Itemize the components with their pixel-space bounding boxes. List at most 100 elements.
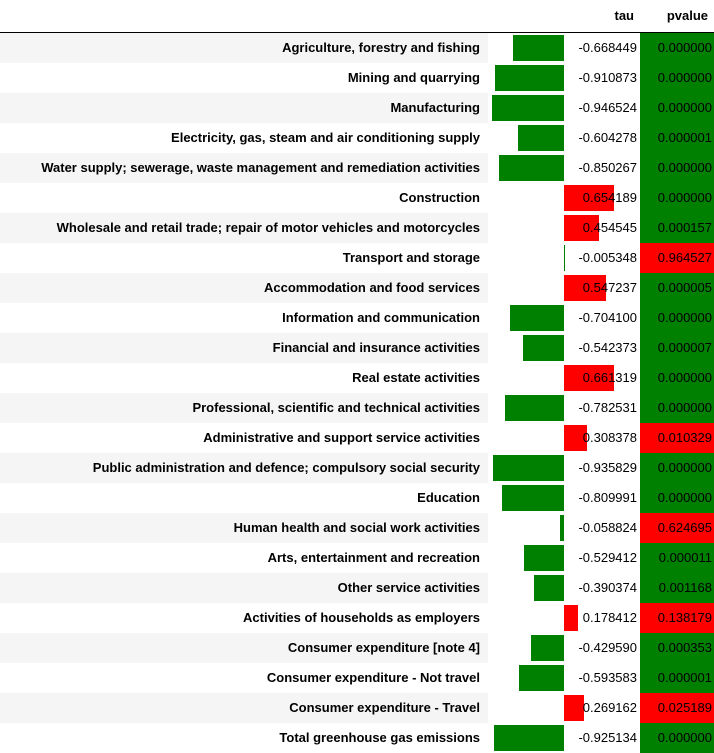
row-label: Consumer expenditure [note 4] xyxy=(0,632,488,663)
tau-bar xyxy=(523,544,564,571)
tau-bar xyxy=(513,34,564,61)
row-label: Wholesale and retail trade; repair of mo… xyxy=(0,212,488,243)
tau-value: 0.661319 xyxy=(582,369,637,385)
row-label: Professional, scientific and technical a… xyxy=(0,392,488,423)
tau-cell: 0.178412 xyxy=(488,603,640,633)
table-row: Public administration and defence; compu… xyxy=(0,452,714,483)
tau-cell: -0.850267 xyxy=(488,153,640,183)
tau-cell: -0.604278 xyxy=(488,123,640,153)
tau-cell: -0.058824 xyxy=(488,513,640,543)
tau-value: -0.604278 xyxy=(578,129,637,145)
table-row: Human health and social work activities -… xyxy=(0,512,714,543)
tau-value: -0.704100 xyxy=(578,309,637,325)
table-row: Financial and insurance activities -0.542… xyxy=(0,332,714,363)
tau-cell: -0.390374 xyxy=(488,573,640,603)
tau-value: -0.668449 xyxy=(578,39,637,55)
tau-bar xyxy=(564,274,606,301)
tau-bar xyxy=(564,604,578,631)
table-row: Agriculture, forestry and fishing -0.6684… xyxy=(0,32,714,63)
table-row: Professional, scientific and technical a… xyxy=(0,392,714,423)
tau-value: -0.946524 xyxy=(578,99,637,115)
tau-bar xyxy=(534,574,564,601)
index-header-blank xyxy=(0,0,488,33)
pvalue-cell: 0.138179 xyxy=(640,602,714,633)
row-label: Arts, entertainment and recreation xyxy=(0,542,488,573)
table-row: Mining and quarrying -0.910873 0.000000 xyxy=(0,62,714,93)
pvalue-cell: 0.624695 xyxy=(640,512,714,543)
tau-cell: -0.809991 xyxy=(488,483,640,513)
row-label: Consumer expenditure - Travel xyxy=(0,692,488,723)
row-label: Administrative and support service activ… xyxy=(0,422,488,453)
row-label: Agriculture, forestry and fishing xyxy=(0,32,488,63)
pvalue-cell: 0.964527 xyxy=(640,242,714,273)
tau-value: -0.782531 xyxy=(578,399,637,415)
tau-bar xyxy=(502,484,564,511)
pvalue-cell: 0.000011 xyxy=(640,542,714,573)
table-row: Arts, entertainment and recreation -0.529… xyxy=(0,542,714,573)
tau-value: 0.178412 xyxy=(582,609,637,625)
tau-value: 0.547237 xyxy=(582,279,637,295)
pvalue-column-header: pvalue xyxy=(640,0,714,33)
table-row: Wholesale and retail trade; repair of mo… xyxy=(0,212,714,243)
tau-cell: -0.910873 xyxy=(488,63,640,93)
row-label: Total greenhouse gas emissions xyxy=(0,722,488,753)
table-header: tau pvalue xyxy=(0,0,714,33)
tau-value: -0.910873 xyxy=(578,69,637,85)
table-row: Consumer expenditure [note 4] -0.429590 0.… xyxy=(0,632,714,663)
row-label: Mining and quarrying xyxy=(0,62,488,93)
tau-cell: -0.935829 xyxy=(488,453,640,483)
tau-value: -0.005348 xyxy=(578,249,637,265)
tau-value: -0.935829 xyxy=(578,459,637,475)
pvalue-cell: 0.000005 xyxy=(640,272,714,303)
tau-cell: 0.269162 xyxy=(488,693,640,723)
table-row: Information and communication -0.704100 0.… xyxy=(0,302,714,333)
pvalue-cell: 0.000000 xyxy=(640,32,714,63)
table-row: Consumer expenditure - Not travel -0.5935… xyxy=(0,662,714,693)
row-label: Accommodation and food services xyxy=(0,272,488,303)
tau-cell: -0.429590 xyxy=(488,633,640,663)
tau-value: -0.058824 xyxy=(578,519,637,535)
pvalue-cell: 0.000000 xyxy=(640,302,714,333)
tau-value: 0.308378 xyxy=(582,429,637,445)
tau-bar xyxy=(559,514,564,541)
table-body: Agriculture, forestry and fishing -0.6684… xyxy=(0,32,714,753)
table-row: Electricity, gas, steam and air conditio… xyxy=(0,122,714,153)
tau-value: -0.850267 xyxy=(578,159,637,175)
table-row: Total greenhouse gas emissions -0.925134 0… xyxy=(0,722,714,753)
table-row: Activities of households as employers 0.1… xyxy=(0,602,714,633)
tau-bar xyxy=(518,124,564,151)
row-label: Human health and social work activities xyxy=(0,512,488,543)
row-label: Public administration and defence; compu… xyxy=(0,452,488,483)
pvalue-cell: 0.000001 xyxy=(640,662,714,693)
pvalue-cell: 0.000000 xyxy=(640,452,714,483)
tau-cell: -0.005348 xyxy=(488,243,640,273)
pvalue-cell: 0.000000 xyxy=(640,392,714,423)
tau-bar xyxy=(518,664,564,691)
row-label: Transport and storage xyxy=(0,242,488,273)
pvalue-cell: 0.000000 xyxy=(640,722,714,753)
tau-cell: 0.454545 xyxy=(488,213,640,243)
tau-bar xyxy=(493,724,564,751)
tau-column-header: tau xyxy=(488,0,640,33)
pvalue-cell: 0.000157 xyxy=(640,212,714,243)
row-label: Education xyxy=(0,482,488,513)
table-row: Water supply; sewerage, waste management… xyxy=(0,152,714,183)
tau-bar xyxy=(564,694,585,721)
tau-value: 0.269162 xyxy=(582,699,637,715)
row-label: Construction xyxy=(0,182,488,213)
table-row: Administrative and support service activ… xyxy=(0,422,714,453)
row-label: Consumer expenditure - Not travel xyxy=(0,662,488,693)
tau-cell: 0.308378 xyxy=(488,423,640,453)
tau-cell: -0.593583 xyxy=(488,663,640,693)
header-row: tau pvalue xyxy=(0,0,714,33)
tau-bar xyxy=(492,94,564,121)
table-row: Accommodation and food services 0.547237 0… xyxy=(0,272,714,303)
tau-bar xyxy=(504,394,564,421)
table-row: Consumer expenditure - Travel 0.269162 0.0… xyxy=(0,692,714,723)
tau-bar xyxy=(510,304,564,331)
tau-cell: -0.529412 xyxy=(488,543,640,573)
row-label: Information and communication xyxy=(0,302,488,333)
tau-bar xyxy=(494,64,564,91)
tau-bar xyxy=(522,334,564,361)
